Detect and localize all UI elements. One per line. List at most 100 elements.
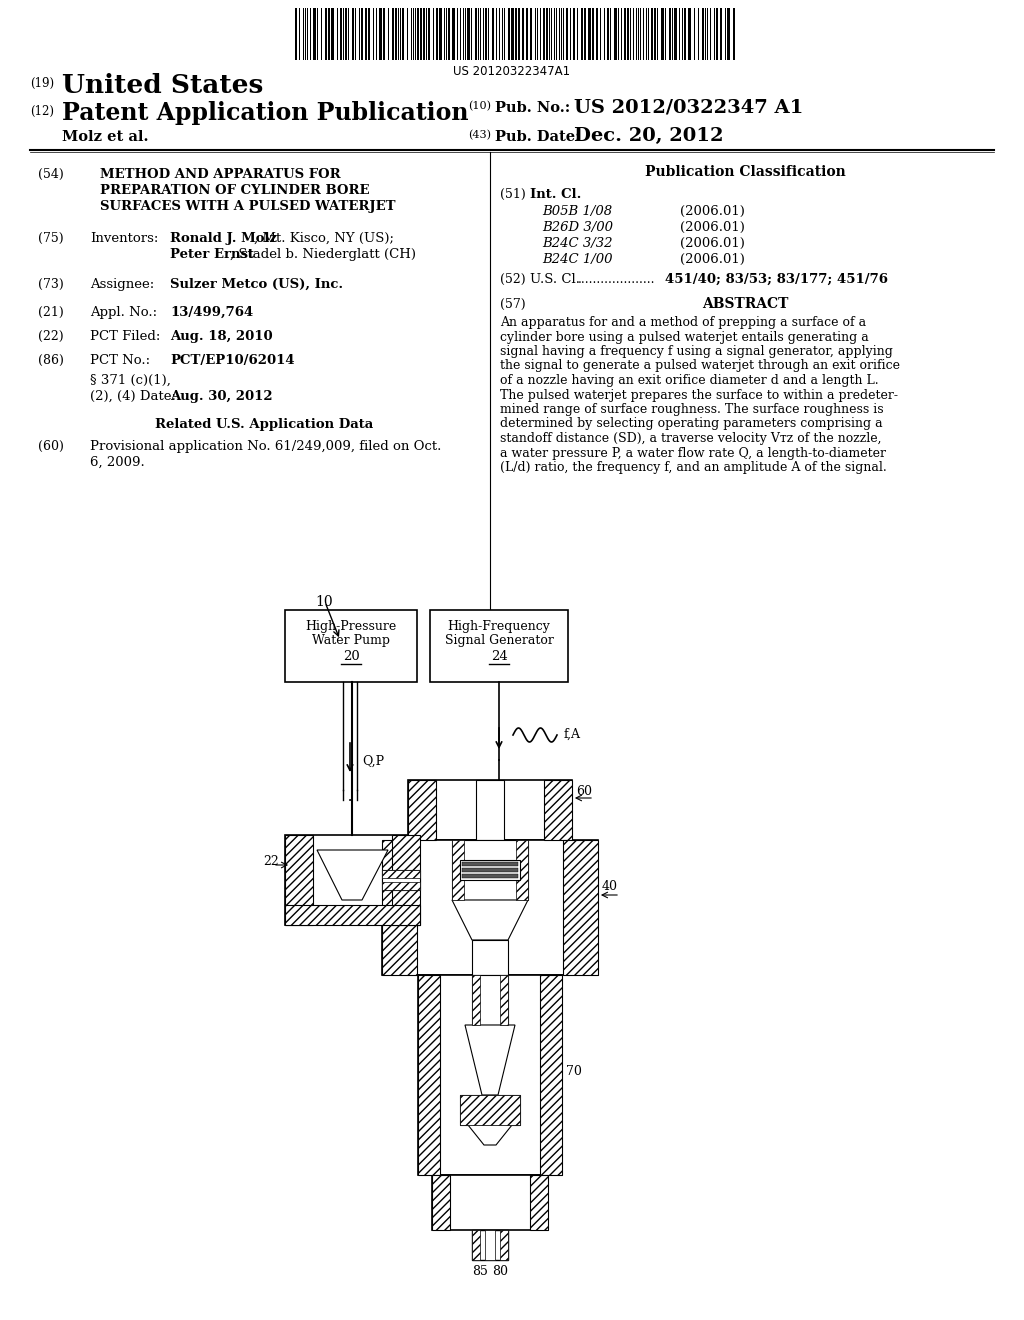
Text: United States: United States (62, 73, 263, 98)
Bar (543, 8, 545, 59)
Text: Patent Application Publication: Patent Application Publication (62, 102, 469, 125)
Bar (526, 8, 528, 59)
Text: (10): (10) (468, 102, 490, 111)
Text: ABSTRACT: ABSTRACT (701, 297, 788, 312)
Bar (402, 8, 404, 59)
Text: PREPARATION OF CYLINDER BORE: PREPARATION OF CYLINDER BORE (100, 183, 370, 197)
Bar (285, 906, 420, 925)
Text: PCT/EP10/62014: PCT/EP10/62014 (170, 354, 295, 367)
Bar (383, 8, 385, 59)
Bar (476, 780, 504, 840)
Bar (361, 8, 362, 59)
Text: Publication Classification: Publication Classification (645, 165, 846, 180)
Bar (395, 8, 397, 59)
Text: 40: 40 (602, 880, 618, 894)
Text: Pub. Date:: Pub. Date: (495, 129, 581, 144)
Bar (518, 8, 520, 59)
Bar (331, 8, 334, 59)
Text: Assignee:: Assignee: (90, 279, 155, 290)
Bar (439, 8, 442, 59)
Bar (325, 8, 327, 59)
Text: 10: 10 (315, 595, 333, 609)
Bar (423, 8, 425, 59)
Bar (584, 8, 586, 59)
Bar (662, 8, 664, 59)
Text: (22): (22) (38, 330, 63, 343)
Text: B24C 3/32: B24C 3/32 (542, 238, 612, 249)
Bar (530, 1175, 548, 1230)
Bar (420, 8, 422, 59)
Bar (460, 1096, 520, 1125)
Bar (684, 8, 686, 59)
Text: US 20120322347A1: US 20120322347A1 (454, 65, 570, 78)
Bar (720, 8, 722, 59)
Bar (727, 8, 730, 59)
Text: METHOD AND APPARATUS FOR: METHOD AND APPARATUS FOR (100, 168, 341, 181)
Bar (408, 780, 572, 840)
Text: (54): (54) (38, 168, 63, 181)
Bar (651, 8, 653, 59)
Text: 13/499,764: 13/499,764 (170, 306, 253, 319)
Bar (596, 8, 598, 59)
Text: US 2012/0322347 A1: US 2012/0322347 A1 (574, 98, 804, 116)
Polygon shape (452, 900, 528, 940)
Text: (21): (21) (38, 306, 63, 319)
Text: 451/40; 83/53; 83/177; 451/76: 451/40; 83/53; 83/177; 451/76 (665, 273, 888, 286)
Text: Provisional application No. 61/249,009, filed on Oct.: Provisional application No. 61/249,009, … (90, 440, 441, 453)
Text: 6, 2009.: 6, 2009. (90, 455, 144, 469)
Bar (592, 8, 594, 59)
Text: § 371 (c)(1),: § 371 (c)(1), (90, 374, 171, 387)
Text: 60: 60 (575, 785, 592, 799)
Bar (515, 8, 517, 59)
Bar (516, 840, 528, 900)
Bar (467, 8, 470, 59)
Bar (417, 8, 419, 59)
Text: B24C 1/00: B24C 1/00 (542, 253, 612, 267)
Text: Int. Cl.: Int. Cl. (530, 187, 582, 201)
Text: Sulzer Metco (US), Inc.: Sulzer Metco (US), Inc. (170, 279, 343, 290)
Text: signal having a frequency f using a signal generator, applying: signal having a frequency f using a sign… (500, 345, 893, 358)
Bar (462, 862, 518, 866)
Bar (475, 8, 477, 59)
Bar (460, 861, 520, 880)
Bar (452, 840, 464, 900)
Text: High-Frequency: High-Frequency (447, 620, 551, 634)
Text: Signal Generator: Signal Generator (444, 634, 553, 647)
Bar (382, 870, 420, 890)
Text: PCT No.:: PCT No.: (90, 354, 151, 367)
Text: Aug. 30, 2012: Aug. 30, 2012 (170, 389, 272, 403)
Text: High-Pressure: High-Pressure (305, 620, 396, 634)
Bar (382, 882, 420, 890)
Bar (382, 870, 420, 878)
Text: (57): (57) (500, 298, 525, 312)
Bar (607, 8, 609, 59)
Bar (500, 1230, 508, 1261)
Bar (540, 975, 562, 1175)
Bar (566, 8, 568, 59)
Text: PCT Filed:: PCT Filed: (90, 330, 161, 343)
Polygon shape (317, 850, 388, 900)
Bar (430, 610, 568, 682)
Bar (563, 840, 598, 975)
Text: ....................: .................... (578, 273, 655, 286)
Bar (530, 8, 532, 59)
Bar (345, 8, 347, 59)
Bar (508, 8, 510, 59)
Bar (544, 780, 572, 840)
Bar (654, 8, 656, 59)
Text: (75): (75) (38, 232, 63, 246)
Text: An apparatus for and a method of prepping a surface of a: An apparatus for and a method of preppin… (500, 315, 866, 329)
Text: f,A: f,A (564, 729, 581, 741)
Text: 20: 20 (343, 649, 359, 663)
Text: SURFACES WITH A PULSED WATERJET: SURFACES WITH A PULSED WATERJET (100, 201, 395, 213)
Bar (379, 8, 382, 59)
Bar (285, 610, 417, 682)
Bar (432, 1175, 548, 1230)
Bar (522, 8, 524, 59)
Bar (382, 840, 598, 975)
Bar (462, 874, 518, 878)
Bar (285, 836, 420, 925)
Text: B05B 1/08: B05B 1/08 (542, 205, 612, 218)
Text: standoff distance (SD), a traverse velocity Vᴛᴢ of the nozzle,: standoff distance (SD), a traverse veloc… (500, 432, 882, 445)
Text: (2006.01): (2006.01) (680, 238, 744, 249)
